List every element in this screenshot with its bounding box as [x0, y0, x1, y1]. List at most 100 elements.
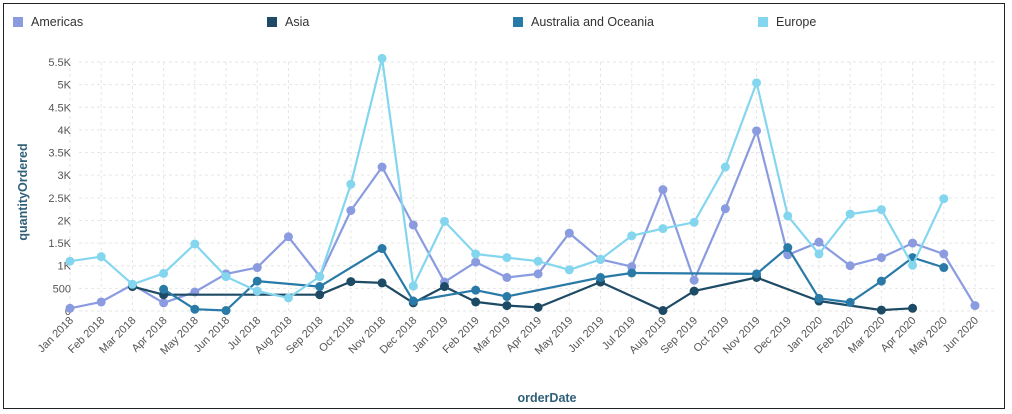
- data-point-americas: [627, 262, 637, 272]
- data-point-europe: [408, 281, 418, 291]
- data-point-americas: [689, 275, 699, 285]
- legend: Americas Asia Australia and Oceania Euro…: [13, 15, 993, 33]
- legend-swatch-asia: [267, 17, 277, 27]
- data-point-asia: [658, 306, 668, 316]
- data-point-americas: [283, 232, 293, 242]
- y-tick-label: 5K: [58, 80, 72, 92]
- legend-label-asia: Asia: [285, 15, 310, 29]
- data-point-americas: [876, 253, 886, 263]
- data-point-europe: [876, 205, 886, 215]
- data-point-europe: [502, 253, 512, 263]
- data-point-americas: [252, 263, 262, 273]
- data-point-europe: [252, 286, 262, 296]
- y-tick-label: 1.5K: [48, 238, 71, 250]
- data-point-americas: [502, 272, 512, 282]
- data-point-europe: [533, 256, 543, 266]
- data-point-americas: [908, 238, 918, 248]
- y-tick-label: 3K: [58, 170, 72, 182]
- legend-item-asia[interactable]: Asia: [267, 15, 309, 29]
- data-point-americas: [970, 301, 980, 311]
- data-point-australia-and-oceania: [783, 243, 793, 253]
- legend-swatch-americas: [13, 17, 23, 27]
- data-point-australia-and-oceania: [471, 285, 481, 295]
- data-point-americas: [658, 185, 668, 195]
- data-point-australia-and-oceania: [939, 263, 949, 273]
- data-point-asia: [471, 297, 481, 307]
- legend-swatch-europe: [758, 17, 768, 27]
- y-tick-label: 5.5K: [48, 57, 71, 69]
- data-point-europe: [908, 260, 918, 270]
- series-group: [65, 53, 980, 316]
- data-point-australia-and-oceania: [596, 272, 606, 282]
- data-point-asia: [689, 286, 699, 296]
- data-point-europe: [939, 194, 949, 204]
- data-point-europe: [783, 211, 793, 221]
- data-point-europe: [471, 249, 481, 259]
- data-point-americas: [564, 228, 574, 238]
- data-point-americas: [65, 303, 75, 313]
- data-point-europe: [283, 293, 293, 303]
- data-point-europe: [377, 53, 387, 63]
- y-tick-label: 3.5K: [48, 148, 71, 160]
- data-point-europe: [720, 162, 730, 172]
- data-point-asia: [377, 278, 387, 288]
- series-line-americas: [69, 129, 976, 310]
- data-point-australia-and-oceania: [252, 276, 262, 286]
- data-point-europe: [159, 268, 169, 278]
- legend-label-europe: Europe: [776, 15, 817, 29]
- data-point-americas: [346, 205, 356, 215]
- data-point-australia-and-oceania: [221, 306, 231, 316]
- data-point-australia-and-oceania: [315, 282, 325, 292]
- chart-frame: Americas Asia Australia and Oceania Euro…: [3, 3, 1005, 409]
- y-tick-label: 4.5K: [48, 102, 71, 114]
- data-point-asia: [346, 277, 356, 287]
- data-point-europe: [315, 272, 325, 282]
- data-point-americas: [720, 204, 730, 214]
- data-point-europe: [814, 249, 824, 259]
- data-point-americas: [377, 162, 387, 172]
- data-point-europe: [596, 254, 606, 264]
- legend-item-europe[interactable]: Europe: [758, 15, 816, 29]
- data-point-europe: [658, 224, 668, 234]
- data-point-americas: [471, 257, 481, 267]
- data-point-europe: [689, 217, 699, 227]
- data-point-australia-and-oceania: [159, 284, 169, 294]
- data-point-americas: [408, 220, 418, 230]
- data-point-europe: [564, 265, 574, 275]
- data-point-europe: [752, 78, 762, 88]
- data-point-europe: [845, 209, 855, 219]
- y-tick-label: 4K: [58, 125, 72, 137]
- data-point-australia-and-oceania: [377, 244, 387, 254]
- data-point-americas: [939, 249, 949, 259]
- legend-item-australia-and-oceania[interactable]: Australia and Oceania: [513, 15, 654, 29]
- data-point-australia-and-oceania: [845, 297, 855, 307]
- data-point-asia: [315, 290, 325, 300]
- data-point-australia-and-oceania: [627, 268, 637, 278]
- y-tick-label: 500: [53, 283, 71, 295]
- data-point-americas: [814, 237, 824, 247]
- data-point-europe: [65, 256, 75, 266]
- y-tick-label: 2.5K: [48, 193, 71, 205]
- data-point-americas: [752, 126, 762, 136]
- data-point-australia-and-oceania: [190, 304, 200, 314]
- x-axis-title: orderDate: [517, 391, 576, 405]
- data-point-asia: [533, 302, 543, 312]
- y-tick-label: 2K: [58, 215, 72, 227]
- data-point-asia: [876, 305, 886, 315]
- data-point-australia-and-oceania: [814, 293, 824, 303]
- legend-item-americas[interactable]: Americas: [13, 15, 83, 29]
- data-point-asia: [439, 282, 449, 292]
- data-point-europe: [439, 216, 449, 226]
- legend-label-americas: Americas: [31, 15, 84, 29]
- y-axis-title: quantityOrdered: [16, 143, 30, 240]
- data-point-australia-and-oceania: [502, 292, 512, 302]
- data-point-americas: [96, 297, 106, 307]
- data-point-americas: [159, 298, 169, 308]
- data-point-australia-and-oceania: [408, 296, 418, 306]
- data-point-europe: [96, 252, 106, 262]
- data-point-americas: [845, 261, 855, 271]
- data-point-europe: [346, 179, 356, 189]
- legend-label-australia-and-oceania: Australia and Oceania: [531, 15, 654, 29]
